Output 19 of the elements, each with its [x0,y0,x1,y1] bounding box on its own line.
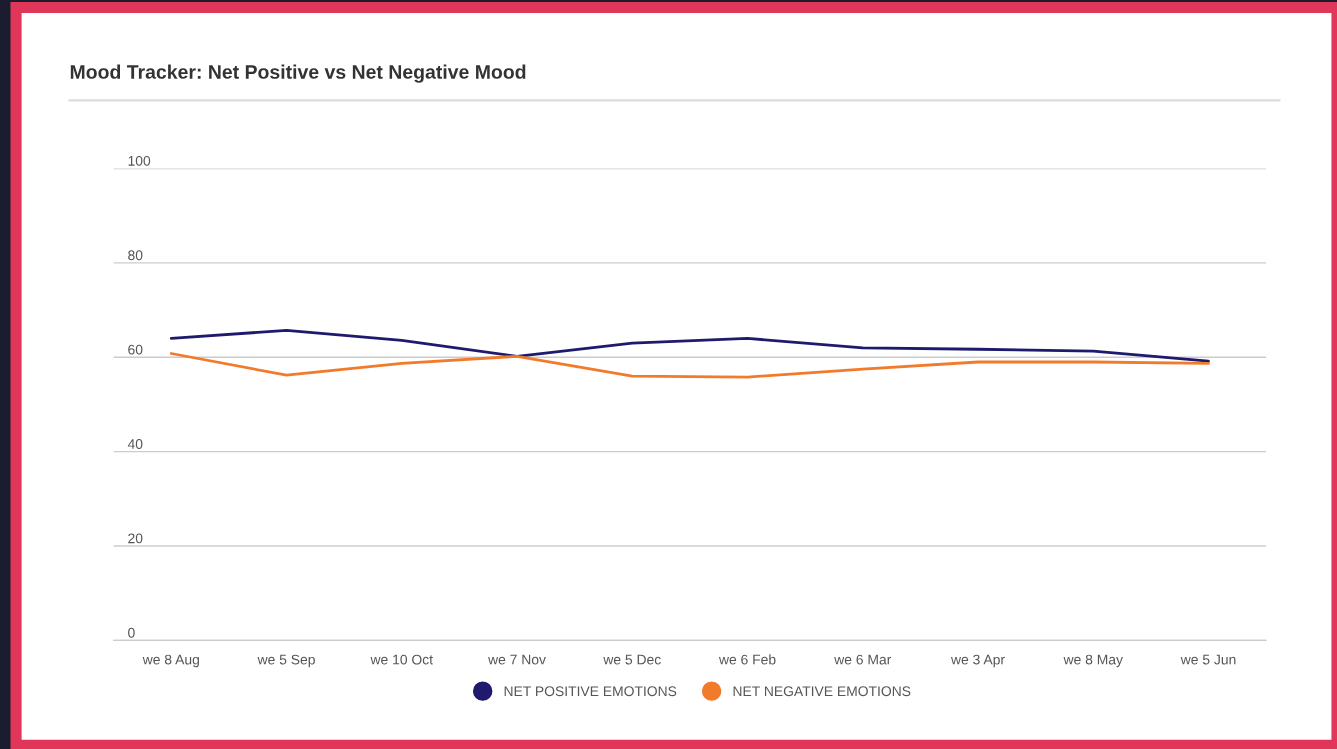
legend-label: NET POSITIVE EMOTIONS [504,686,677,697]
y-tick-label: 80 [128,250,143,261]
x-tick-label: we 8 Aug [142,654,199,668]
x-tick-label: we 5 Sep [257,654,315,668]
y-tick-label: 100 [128,155,151,166]
x-tick-label: we 8 May [1063,654,1123,668]
y-tick-label: 20 [128,533,143,544]
y-tick-label: 60 [128,344,143,355]
y-tick-label: 0 [128,627,135,638]
chart-title: Mood Tracker: Net Positive vs Net Negative Mood [70,64,526,83]
x-tick-label: we 5 Jun [1180,654,1236,665]
x-tick-label: we 6 Feb [718,654,776,665]
x-tick-label: we 10 Oct [370,654,433,665]
x-tick-label: we 5 Dec [603,654,661,665]
x-tick-label: we 3 Apr [950,654,1005,668]
legend-label: NET NEGATIVE EMOTIONS [733,686,911,697]
y-tick-label: 40 [127,439,143,449]
x-tick-label: we 6 Mar [834,654,892,665]
x-tick-label: we 7 Nov [488,654,546,665]
